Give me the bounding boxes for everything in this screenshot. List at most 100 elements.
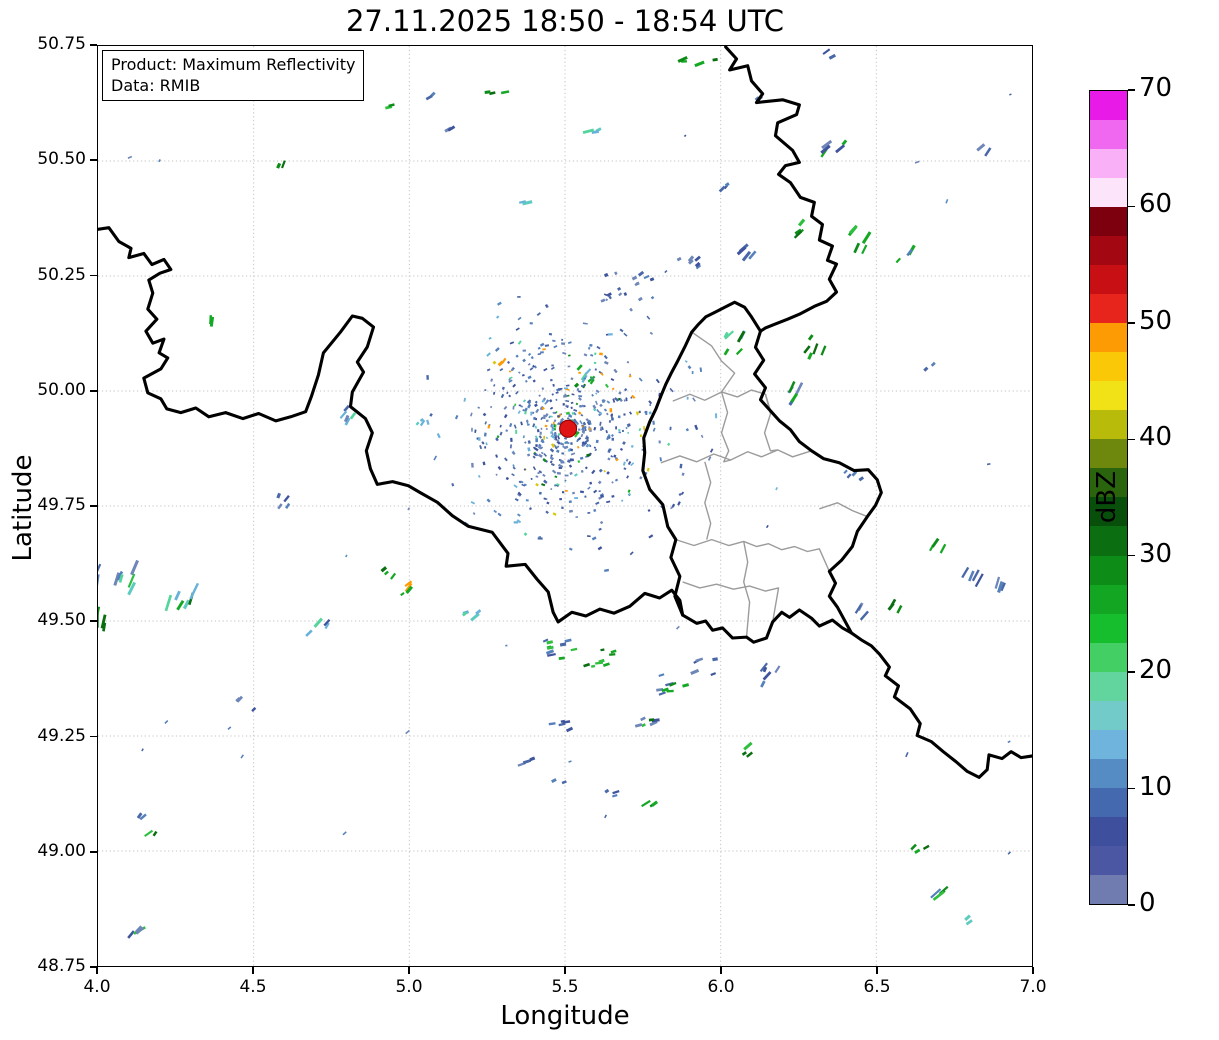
echo-dash [606,436,610,441]
echo-dash [141,748,144,752]
x-tick-mark [720,967,722,974]
echo-dash [600,494,605,498]
echo-dash [512,466,516,470]
radar-site-marker [559,419,578,438]
y-tick-mark [90,850,97,853]
echo-dash [571,393,575,396]
echo-dash [553,345,558,349]
echo-dash [425,94,433,101]
echo-dash [618,397,623,403]
echo-dash [527,375,532,380]
colorbar-band [1090,526,1127,556]
echo-dash [489,91,496,96]
echo-dash [603,399,606,403]
echo-dash [930,888,942,899]
echo-dash [553,411,557,415]
echo-dash [581,441,585,445]
echo-dash [549,460,553,464]
echo-dash [544,344,550,347]
echo-dash [586,453,591,457]
echo-dash [540,416,544,421]
echo-dash [820,144,831,155]
echo-dash [584,466,588,470]
product-line: Product: Maximum Reflectivity [111,55,356,74]
plot-area: Product: Maximum Reflectivity Data: RMIB [97,45,1033,967]
echo-dash [603,354,608,360]
echo-dash [544,424,548,428]
echo-dash [591,130,600,135]
echo-dash [736,330,746,343]
echo-dash [511,473,515,477]
echo-dash [566,459,571,463]
echo-dash [607,448,612,454]
echo-dash [611,387,615,391]
echo-dash [677,56,688,63]
echo-dash [555,398,558,402]
echo-dash [629,551,634,556]
echo-dash [608,436,611,440]
echo-dash [522,200,533,206]
echo-dash [851,470,858,477]
echo-dash [649,277,655,282]
echo-dash [614,478,619,482]
echo-dash [649,331,654,335]
echo-dash [189,582,200,600]
echo-dash [484,90,491,95]
echo-dash [499,431,503,436]
echo-dash [531,411,535,415]
echo-dash [683,134,687,138]
district-border-line [704,461,712,540]
x-tick-label: 6.5 [863,977,891,997]
echo-dash [681,472,685,476]
echo-dash [569,471,573,475]
x-tick-mark [252,967,254,974]
echo-dash [556,422,560,426]
echo-dash [518,480,522,484]
echo-dash [541,399,545,403]
echo-dash [497,512,502,517]
echo-dash [652,427,656,432]
district-border-line [675,538,830,572]
echo-dash [648,534,654,539]
colorbar-tick-label: 20 [1139,655,1173,686]
echo-dash [629,307,633,312]
echo-dash [895,257,902,264]
echo-dash [545,649,555,655]
echo-dash [546,640,554,645]
colorbar-band [1090,816,1127,846]
echo-dash [629,411,633,415]
echo-dash [477,406,481,409]
echo-dash [822,48,831,55]
echo-dash [736,246,747,256]
echo-dash [582,421,587,426]
echo-dash [887,602,895,611]
echo-dash [590,664,596,668]
echo-dash [646,467,650,472]
colorbar-band [1090,410,1127,440]
echo-dash [490,405,493,409]
echo-dash [568,760,572,763]
colorbar-band [1090,613,1127,643]
echo-dash [499,368,504,372]
echo-dash [530,477,533,481]
echo-dash [699,367,703,373]
echo-dash [525,420,529,423]
echo-dash [552,512,557,516]
echo-dash [511,451,516,456]
echo-dash [127,573,136,588]
echo-dash [682,683,690,688]
echo-dash [522,435,525,439]
echo-dash [552,411,555,415]
echo-dash [251,707,257,712]
echo-dash [523,407,528,413]
echo-dash [405,729,410,735]
echo-dash [493,384,496,387]
echo-dash [559,642,567,647]
echo-dash [602,662,610,667]
echo-dash [542,638,549,643]
echo-dash [582,128,595,134]
echo-dash [724,182,730,187]
echo-dash [477,474,481,478]
colorbar-band [1090,468,1127,498]
echo-dash [554,433,557,436]
